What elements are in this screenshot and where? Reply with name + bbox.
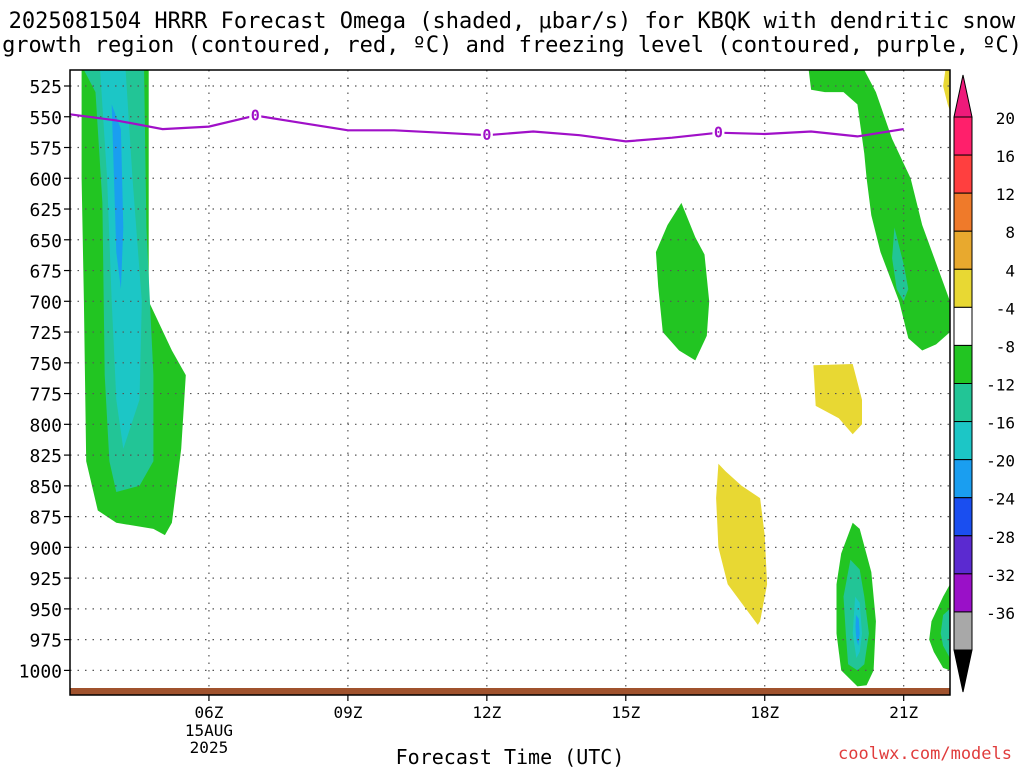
- freezing-level-label: 0: [714, 124, 723, 142]
- y-tick-label-525: 525: [29, 77, 62, 98]
- y-tick-label-825: 825: [29, 446, 62, 467]
- colorbar-label-16: 16: [996, 147, 1015, 166]
- colorbar-label-20: 20: [996, 109, 1015, 128]
- source-credit: coolwx.com/models: [838, 744, 1012, 764]
- omega-region-6: [892, 227, 909, 302]
- colorbar-label--28: -28: [986, 528, 1015, 547]
- colorbar-swatch--4: [953, 306, 973, 346]
- freezing-label-bg: [249, 107, 262, 124]
- chart-title-line-1: 2025081504 HRRR Forecast Omega (shaded, …: [8, 9, 1016, 34]
- freezing-level-label: 0: [251, 107, 260, 125]
- colorbar-swatch-4: [953, 268, 973, 308]
- colorbar-arrow-top: [953, 74, 973, 118]
- x-tick-label-12Z: 12Z: [472, 703, 501, 722]
- omega-region-5: [808, 70, 950, 351]
- chart-title-line-2: growth region (contoured, red, ºC) and f…: [2, 33, 1022, 58]
- y-tick-label-800: 800: [29, 415, 62, 436]
- colorbar-swatch--8: [953, 344, 973, 384]
- y-tick-label-775: 775: [29, 385, 62, 406]
- colorbar-label-8: 8: [1005, 223, 1015, 242]
- colorbar-label-4: 4: [1005, 261, 1015, 280]
- colorbar-swatch-12: [953, 192, 973, 232]
- y-tick-label-925: 925: [29, 569, 62, 590]
- x-tick-label-21Z: 21Z: [889, 703, 918, 722]
- colorbar-swatch--32: [953, 573, 973, 613]
- x-tick-label-15Z: 15Z: [611, 703, 640, 722]
- colorbar-swatch-16: [953, 154, 973, 194]
- y-tick-label-550: 550: [29, 108, 62, 129]
- colorbar: 20 16 12 8 4 -4 -8 -12 -16 -20 -24 -28 -32 -36: [953, 74, 1015, 693]
- freezing-label-bg: [712, 124, 725, 141]
- omega-region-8: [813, 364, 862, 435]
- colorbar-swatch-8: [953, 230, 973, 270]
- x-tick-label-09Z: 09Z: [333, 703, 362, 722]
- colorbar-label--24: -24: [986, 490, 1015, 509]
- colorbar-swatch--36: [953, 611, 973, 651]
- plot-frame: [69, 69, 951, 696]
- colorbar-swatch--16: [953, 421, 973, 461]
- x-tick-sublabel-15AUG: 15AUG: [185, 721, 233, 740]
- omega-region-14: [929, 584, 950, 671]
- surface-layer: [70, 688, 950, 695]
- y-tick-label-625: 625: [29, 200, 62, 221]
- y-tick-label-600: 600: [29, 169, 62, 190]
- y-tick-label-575: 575: [29, 139, 62, 160]
- freezing-level-label: 0: [482, 126, 491, 144]
- colorbar-swatch--28: [953, 535, 973, 575]
- x-tick-label-06Z: 06Z: [194, 703, 223, 722]
- y-tick-label-850: 850: [29, 477, 62, 498]
- colorbar-swatch--20: [953, 459, 973, 499]
- omega-region-15: [940, 608, 950, 659]
- x-tick-label-18Z: 18Z: [750, 703, 779, 722]
- x-tick-sublabel-2025: 2025: [190, 738, 229, 757]
- omega-region-7: [943, 70, 950, 111]
- y-tick-label-650: 650: [29, 231, 62, 252]
- y-tick-label-975: 975: [29, 631, 62, 652]
- y-tick-label-725: 725: [29, 323, 62, 344]
- y-tick-label-875: 875: [29, 508, 62, 529]
- colorbar-swatch-20: [953, 116, 973, 156]
- y-tick-label-950: 950: [29, 600, 62, 621]
- y-tick-label-700: 700: [29, 292, 62, 313]
- y-tick-label-900: 900: [29, 538, 62, 559]
- y-tick-label-1000: 1000: [19, 661, 62, 682]
- omega-region-3: [111, 104, 124, 290]
- colorbar-label--20: -20: [986, 452, 1015, 471]
- y-axis: 525 550 575 600 625 650 675 700 725 750 775 800 825 8…: [19, 77, 70, 682]
- omega-region-4: [655, 202, 710, 361]
- colorbar-label--16: -16: [986, 414, 1015, 433]
- colorbar-label--32: -32: [986, 566, 1015, 585]
- freezing-level-layer: 0 0 0: [69, 107, 904, 144]
- freezing-label-bg: [480, 127, 493, 144]
- colorbar-arrow-bottom: [953, 649, 973, 693]
- surface-terrain-strip: [70, 688, 950, 695]
- colorbar-label--8: -8: [996, 337, 1015, 356]
- colorbar-swatch--12: [953, 383, 973, 423]
- colorbar-label--4: -4: [996, 299, 1015, 318]
- colorbar-swatch--24: [953, 497, 973, 537]
- omega-region-13: [855, 615, 860, 646]
- colorbar-label-12: 12: [996, 185, 1015, 204]
- colorbar-label--12: -12: [986, 376, 1015, 395]
- omega-region-9: [716, 463, 768, 625]
- colorbar-label--36: -36: [986, 604, 1015, 623]
- y-tick-label-750: 750: [29, 354, 62, 375]
- omega-shading-layer: [81, 70, 950, 687]
- x-axis-label: Forecast Time (UTC): [396, 745, 625, 768]
- y-tick-label-675: 675: [29, 262, 62, 283]
